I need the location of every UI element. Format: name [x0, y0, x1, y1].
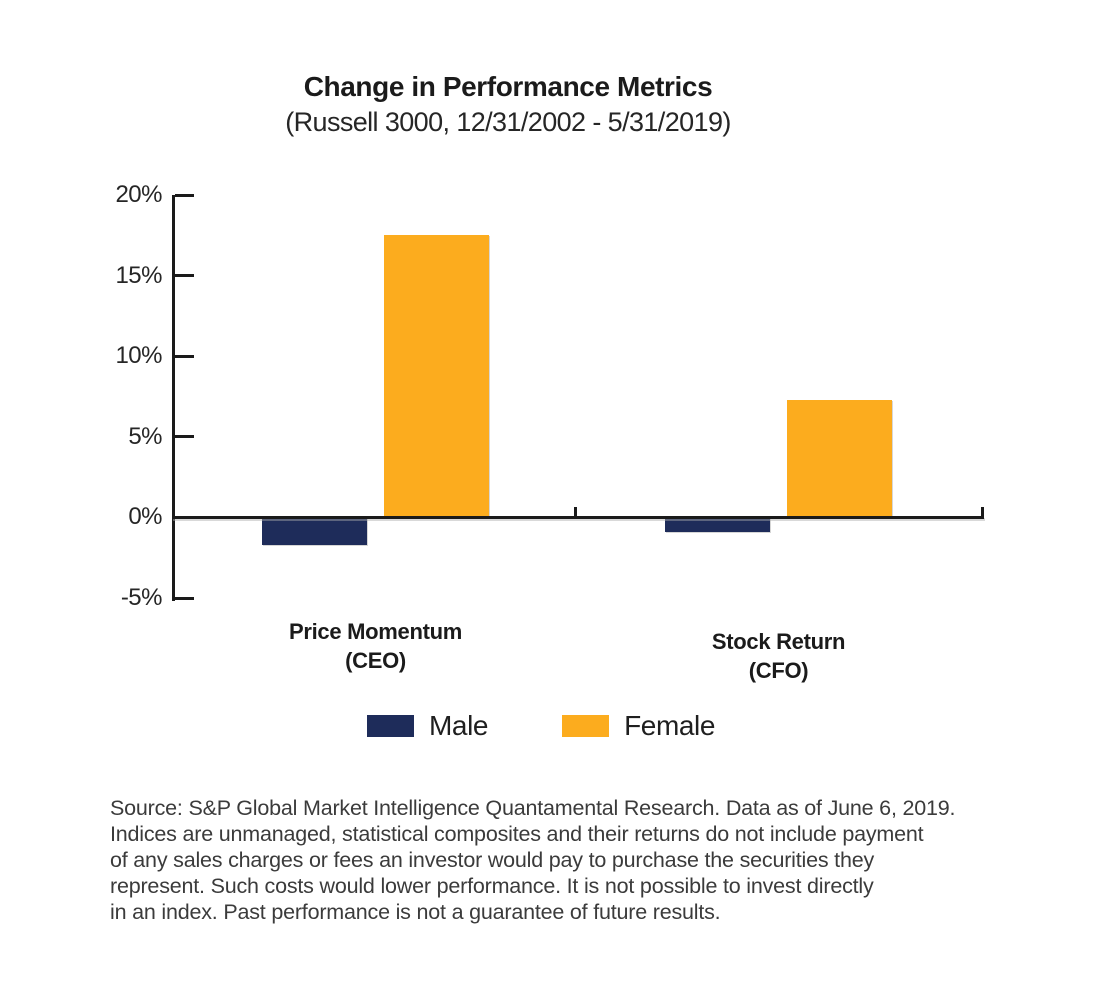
bar-male-stock-return-cfo- [665, 517, 770, 532]
chart-subtitle: (Russell 3000, 12/31/2002 - 5/31/2019) [285, 107, 731, 137]
male-color-swatch [366, 715, 414, 737]
y-tick-label: -5% [120, 584, 163, 611]
x-axis-tick-mid [574, 507, 577, 517]
y-tick-mark [175, 435, 194, 439]
category-label: Price Momentum (CEO) [288, 619, 463, 673]
category-label: Stock Return (CFO) [711, 629, 846, 683]
y-tick-label: 20% [115, 181, 162, 208]
y-tick-label: 5% [128, 422, 162, 450]
y-tick-mark [175, 274, 194, 278]
source-line: of any sales charges or fees an investor… [110, 848, 875, 872]
source-line: Indices are unmanaged, statistical compo… [110, 822, 924, 846]
legend: Male Female [0, 711, 1082, 741]
chart-title: Change in Performance Metrics [303, 71, 713, 102]
y-tick-mark [175, 193, 194, 197]
y-axis-line [172, 195, 175, 601]
legend-item-female: Female [562, 711, 715, 741]
y-tick-label: 0% [128, 503, 162, 531]
legend-label-female: Female [624, 710, 716, 741]
female-color-swatch [562, 715, 610, 737]
y-tick-label: 15% [115, 261, 162, 289]
x-axis-baseline [172, 516, 984, 519]
bar-male-price-momentum-ceo- [262, 517, 367, 545]
source-note: Source: S&P Global Market Intelligence Q… [110, 795, 1040, 925]
x-axis-tick-end [981, 507, 984, 517]
y-tick-mark [175, 596, 194, 600]
y-tick-label: 10% [115, 342, 162, 370]
bar-female-stock-return-cfo- [787, 399, 892, 518]
legend-item-male: Male [366, 710, 489, 741]
bar-female-price-momentum-ceo- [384, 235, 489, 518]
legend-label-male: Male [428, 710, 489, 741]
source-line: in an index. Past performance is not a g… [110, 900, 721, 924]
y-tick-mark [175, 354, 194, 358]
source-line: Source: S&P Global Market Intelligence Q… [110, 796, 956, 820]
source-line: represent. Such costs would lower perfor… [110, 874, 874, 898]
